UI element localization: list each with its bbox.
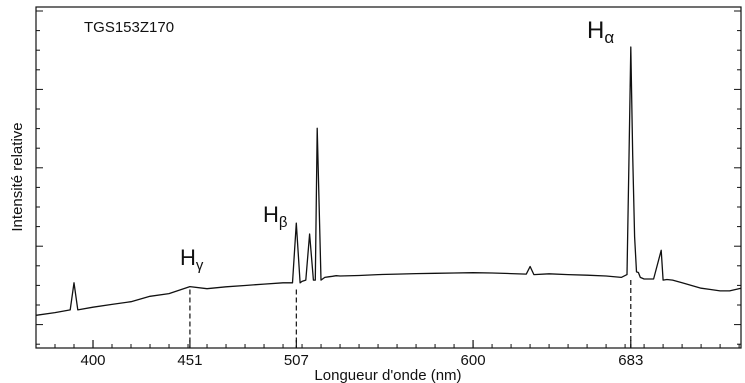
y-axis-title: Intensité relative: [9, 122, 26, 231]
x-tick-label: 600: [461, 352, 486, 369]
line-markers: [189, 280, 632, 348]
x-axis-title: Longueur d'onde (nm): [314, 367, 461, 383]
x-tick-label: 507: [284, 352, 309, 369]
plot-frame: [35, 6, 742, 349]
x-tick-label: 683: [618, 352, 643, 369]
chart-title: TGS153Z170: [84, 19, 174, 36]
spectrum-line: [35, 46, 742, 316]
x-tick-label: 400: [80, 352, 105, 369]
x-tick-label: 451: [177, 352, 202, 369]
